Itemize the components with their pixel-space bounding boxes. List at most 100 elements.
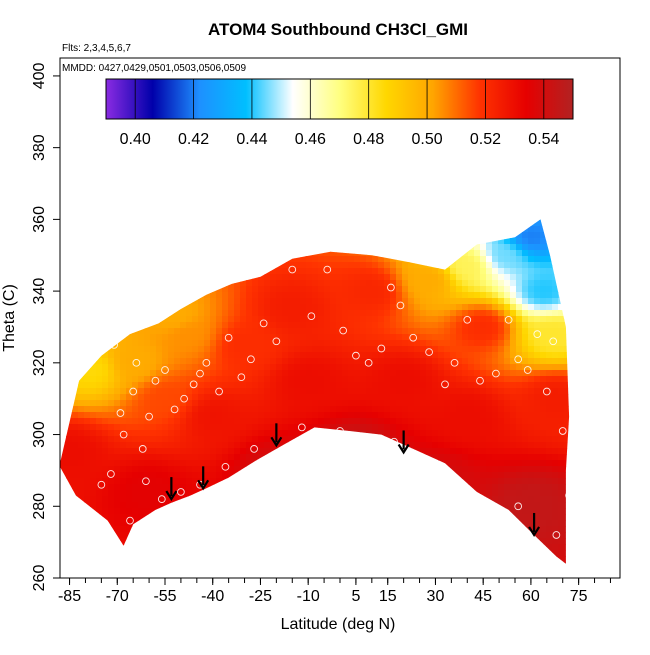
heatmap-cell <box>234 232 241 239</box>
heatmap-cell <box>342 532 349 539</box>
heatmap-cell <box>78 274 85 281</box>
heatmap-cell <box>204 376 211 383</box>
heatmap-cell <box>288 406 295 413</box>
heatmap-cell <box>114 154 120 160</box>
heatmap-cell <box>138 219 145 221</box>
heatmap-cell <box>216 286 223 293</box>
heatmap-cell <box>102 244 109 251</box>
heatmap-cell <box>396 178 402 184</box>
heatmap-cell <box>294 280 301 287</box>
heatmap-cell <box>318 244 325 251</box>
heatmap-cell <box>342 466 349 473</box>
heatmap-cell <box>66 490 73 497</box>
heatmap-cell <box>258 520 265 527</box>
heatmap-cell <box>84 442 91 449</box>
heatmap-cell <box>132 382 139 389</box>
heatmap-cell <box>324 298 331 305</box>
heatmap-cell <box>318 448 325 455</box>
heatmap-cell <box>396 388 403 395</box>
heatmap-cell <box>228 136 234 142</box>
heatmap-cell <box>336 286 343 293</box>
heatmap-cell <box>180 286 187 293</box>
heatmap-cell <box>324 268 331 275</box>
heatmap-cell <box>120 400 127 407</box>
heatmap-cell <box>360 340 367 347</box>
heatmap-cell <box>72 232 79 239</box>
heatmap-cell <box>144 358 151 365</box>
heatmap-cell <box>72 376 79 383</box>
heatmap-cell <box>294 424 301 431</box>
heatmap-cell <box>396 196 402 202</box>
heatmap-cell <box>126 268 133 275</box>
heatmap-cell <box>198 310 205 317</box>
heatmap-cell <box>378 322 385 329</box>
heatmap-cell <box>264 538 271 545</box>
heatmap-cell <box>240 124 246 130</box>
heatmap-cell <box>156 268 163 275</box>
heatmap-cell <box>312 442 319 449</box>
heatmap-cell <box>78 219 85 221</box>
heatmap-cell <box>222 550 229 557</box>
heatmap-cell <box>180 472 187 479</box>
heatmap-cell <box>306 280 313 287</box>
heatmap-cell <box>168 556 175 563</box>
heatmap-cell <box>66 172 72 178</box>
heatmap-cell <box>96 430 103 437</box>
heatmap-cell <box>126 262 133 269</box>
heatmap-cell <box>60 430 67 437</box>
heatmap-cell <box>294 562 301 564</box>
heatmap-cell <box>354 298 361 305</box>
heatmap-cell <box>402 130 408 136</box>
heatmap-cell <box>144 436 151 443</box>
heatmap-cell <box>114 256 121 263</box>
heatmap-cell <box>174 508 181 515</box>
heatmap-cell <box>72 340 79 347</box>
heatmap-cell <box>342 454 349 461</box>
heatmap-cell <box>330 280 337 287</box>
heatmap-cell <box>276 219 283 221</box>
heatmap-cell <box>210 244 217 251</box>
heatmap-cell <box>222 496 229 503</box>
heatmap-cell <box>240 382 247 389</box>
heatmap-cell <box>222 472 229 479</box>
heatmap-cell <box>222 526 229 533</box>
heatmap-cell <box>318 526 325 533</box>
heatmap-cell <box>210 226 217 233</box>
heatmap-cell <box>306 556 313 563</box>
heatmap-cell <box>252 442 259 449</box>
heatmap-cell <box>180 400 187 407</box>
heatmap-cell <box>144 496 151 503</box>
heatmap-cell <box>252 184 258 190</box>
heatmap-cell <box>300 286 307 293</box>
heatmap-cell <box>282 514 289 521</box>
heatmap-cell <box>138 304 145 311</box>
heatmap-cell <box>264 508 271 515</box>
heatmap-cell <box>258 238 265 245</box>
heatmap-cell <box>72 190 78 196</box>
heatmap-cell <box>192 388 199 395</box>
heatmap-cell <box>84 310 91 317</box>
heatmap-cell <box>330 430 337 437</box>
heatmap-cell <box>90 160 96 166</box>
heatmap-cell <box>162 328 169 335</box>
heatmap-cell <box>288 130 294 136</box>
heatmap-cell <box>360 562 367 564</box>
heatmap-cell <box>324 562 331 564</box>
heatmap-cell <box>174 544 181 551</box>
heatmap-cell <box>240 232 247 239</box>
heatmap-cell <box>168 166 174 172</box>
heatmap-cell <box>294 184 300 190</box>
heatmap-cell <box>150 478 157 485</box>
heatmap-cell <box>90 376 97 383</box>
heatmap-cell <box>360 382 367 389</box>
heatmap-cell <box>390 394 397 401</box>
heatmap-cell <box>156 568 162 574</box>
heatmap-cell <box>132 340 139 347</box>
heatmap-cell <box>210 430 217 437</box>
heatmap-cell <box>276 310 283 317</box>
heatmap-cell <box>210 346 217 353</box>
heatmap-cell <box>198 352 205 359</box>
heatmap-cell <box>192 394 199 401</box>
heatmap-cell <box>246 430 253 437</box>
heatmap-cell <box>312 430 319 437</box>
